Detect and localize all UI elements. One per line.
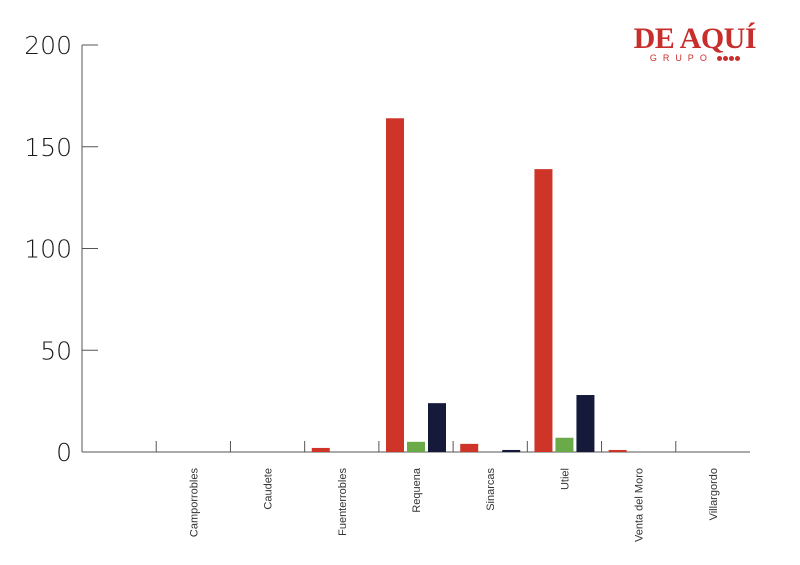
y-tick-label: 50: [40, 336, 72, 365]
bar: [555, 437, 574, 452]
y-tick-label: 200: [24, 31, 72, 60]
y-tick-label: 100: [24, 235, 72, 264]
x-tick-label: Venta del Moro: [634, 468, 646, 542]
logo-title: DE AQUÍ: [633, 22, 757, 55]
logo-subtitle: GRUPO: [649, 53, 713, 63]
logo-subtitle-row: GRUPO: [634, 53, 756, 63]
bar: [576, 395, 595, 452]
y-tick-label: 150: [24, 133, 72, 162]
bar: [428, 403, 446, 452]
bar: [311, 447, 330, 452]
x-tick-label: Camporrobles: [188, 468, 200, 538]
bars: [311, 118, 627, 452]
bar: [502, 449, 521, 452]
bar: [534, 169, 553, 452]
x-tick-label: Sinarcas: [485, 468, 497, 511]
x-tick-label: Utiel: [559, 468, 571, 490]
x-tick-label: Caudete: [263, 468, 275, 510]
logo-dots-icon: [716, 55, 740, 61]
y-axis-ticks: 0 50 100 150 200: [24, 31, 98, 467]
bar: [407, 441, 425, 452]
bar: [608, 449, 627, 452]
x-axis: [81, 45, 750, 453]
x-tick-label: Fuenterrobles: [337, 468, 349, 536]
brand-logo: DE AQUÍ GRUPO: [633, 22, 757, 64]
x-tick-label: Requena: [411, 467, 423, 513]
y-tick-label: 0: [56, 438, 72, 467]
bar: [386, 118, 404, 452]
x-tick-label: Villargordo: [708, 468, 720, 520]
bar: [460, 443, 479, 452]
x-axis-labels: Camporrobles Caudete Fuenterrobles Requena S…: [188, 467, 720, 542]
